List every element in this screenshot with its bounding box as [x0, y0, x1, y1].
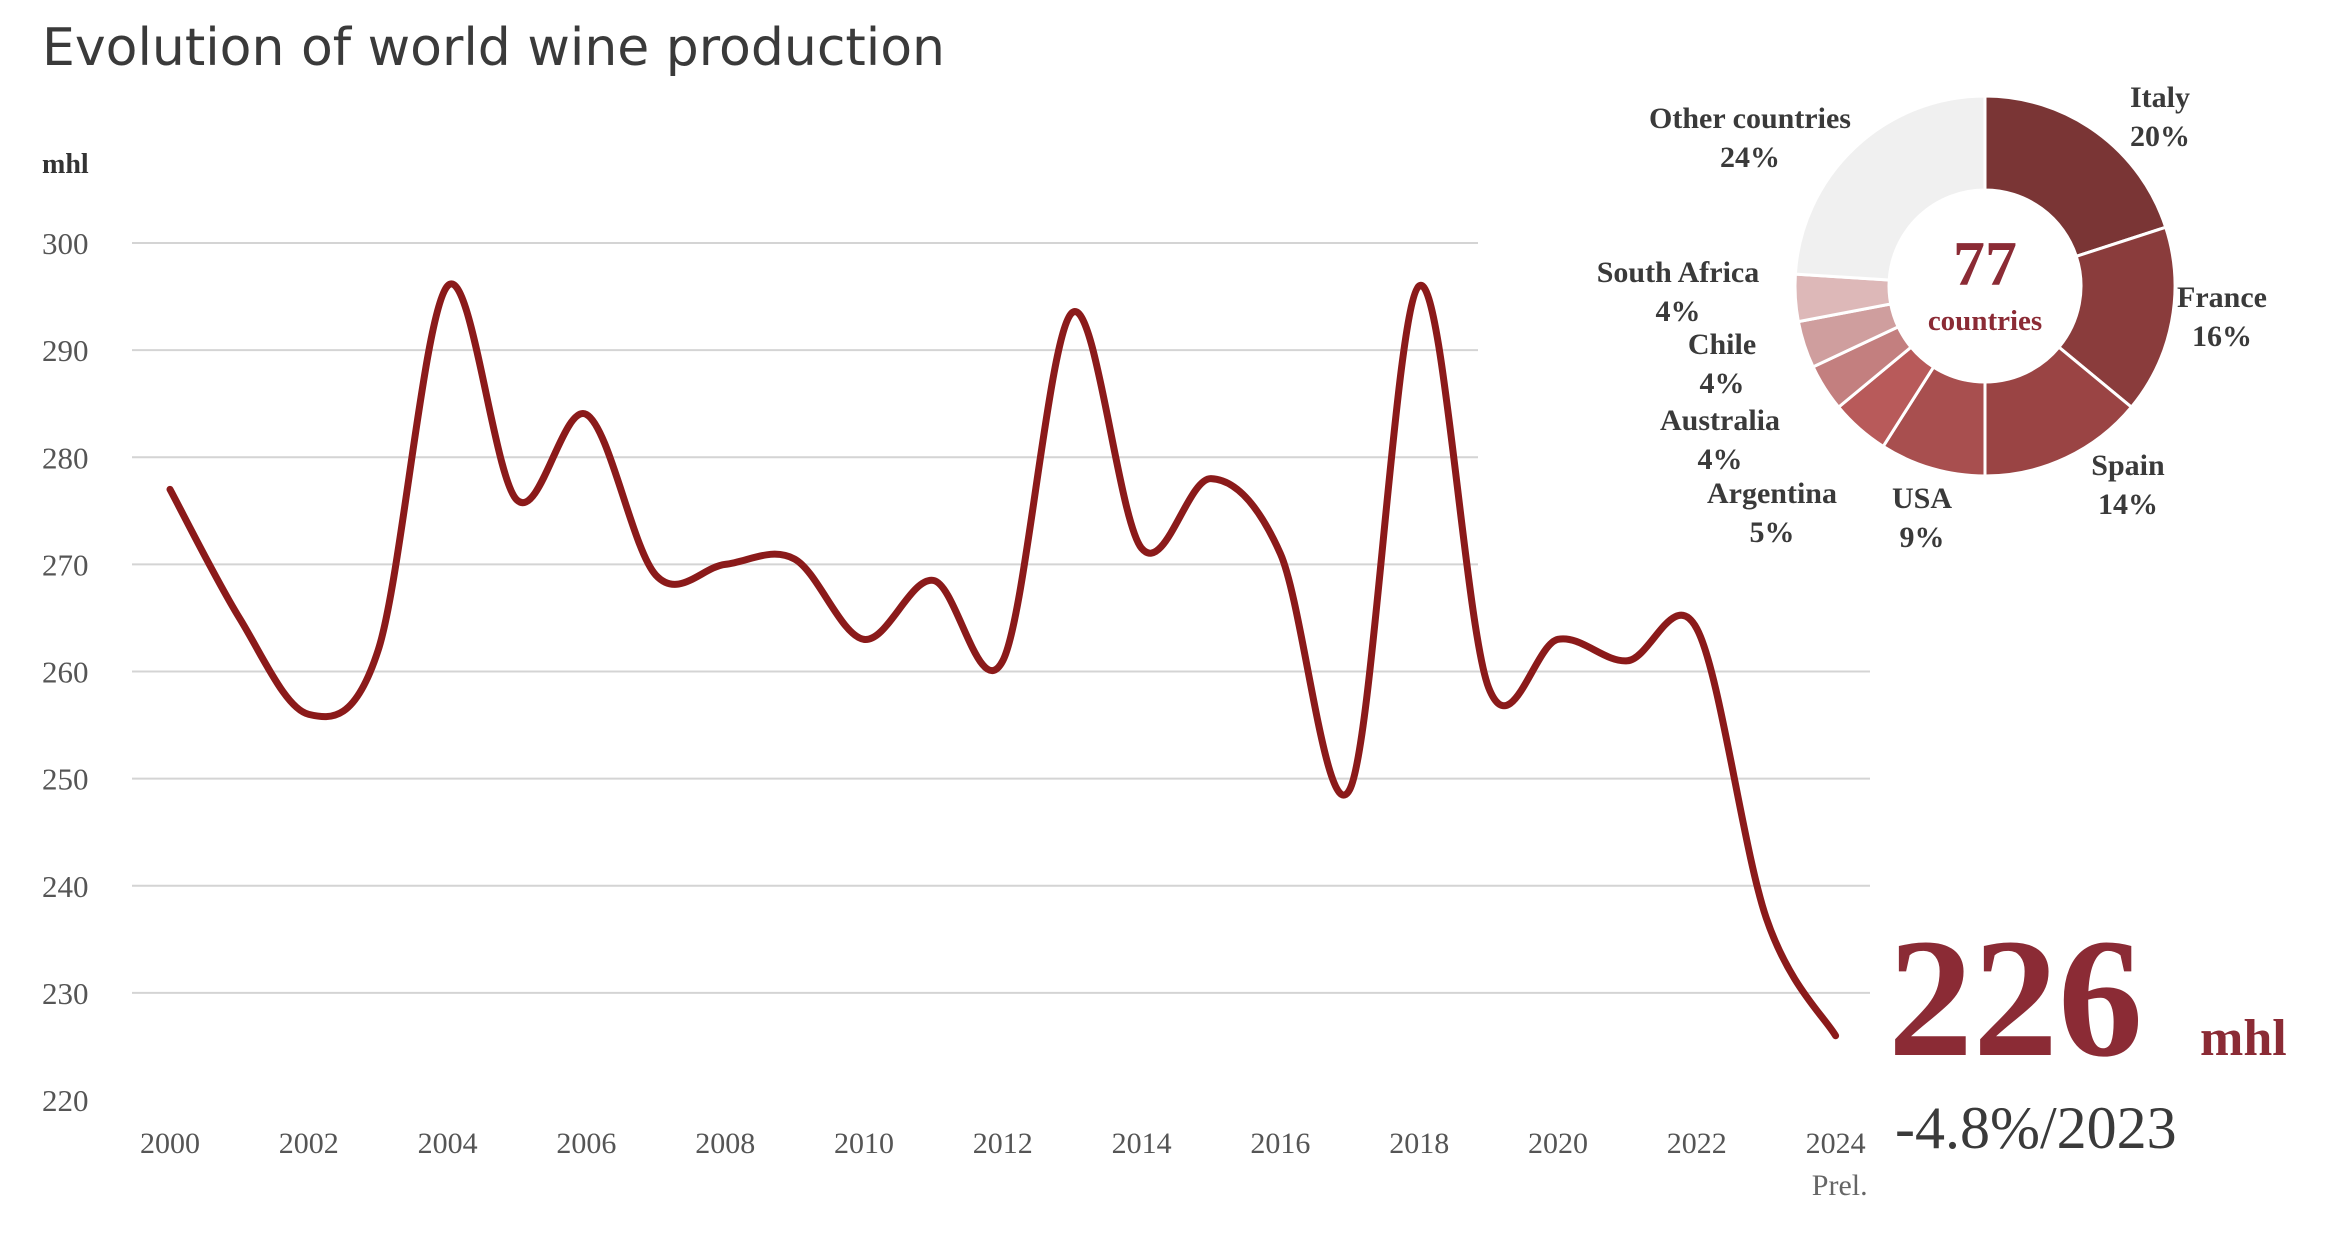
x-axis-ticks: 2000 2002 2004 2006 2008 2010 2012 2014 2016 2018… — [140, 1127, 1868, 1202]
donut-label-usa: USA — [1892, 482, 1952, 515]
y-tick-label: 250 — [42, 762, 89, 797]
donut-value-chile: 4% — [1700, 367, 1745, 400]
donut-label-france: France — [2177, 281, 2267, 314]
x-tick-label: 2004 — [418, 1127, 478, 1160]
y-tick-label: 240 — [42, 869, 89, 904]
donut-value-italy: 20% — [2130, 120, 2190, 153]
x-tick-label: 2010 — [834, 1127, 894, 1160]
donut-label-south-africa: South Africa — [1597, 256, 1760, 289]
donut-value-spain: 14% — [2098, 488, 2158, 521]
donut-value-other-countries: 24% — [1720, 141, 1780, 174]
callout-change: -4.8%/2023 — [1895, 1095, 2177, 1161]
y-tick-label: 280 — [42, 440, 89, 475]
donut-value-south-africa: 4% — [1656, 295, 1701, 328]
donut-label-argentina: Argentina — [1707, 477, 1837, 510]
donut-label-italy: Italy — [2130, 81, 2190, 114]
donut-label-other-countries: Other countries — [1649, 102, 1851, 135]
donut-label-spain: Spain — [2091, 449, 2165, 482]
x-tick-label: 2000 — [140, 1127, 200, 1160]
donut-chart — [1793, 94, 2177, 478]
donut-slice-other-countries — [1793, 94, 1987, 282]
donut-value-usa: 9% — [1900, 521, 1945, 554]
line-series — [166, 280, 1840, 1040]
y-axis-unit-label: mhl — [42, 149, 89, 180]
x-tick-label: 2020 — [1528, 1127, 1588, 1160]
x-tick-label: 2014 — [1112, 1127, 1172, 1160]
donut-slice-france — [2056, 225, 2177, 410]
callout-value: 226 — [1888, 904, 2143, 1092]
x-tick-sublabel: Prel. — [1812, 1169, 1868, 1202]
donut-center-label: countries — [1928, 305, 2042, 337]
y-tick-label: 260 — [42, 655, 89, 690]
y-tick-label: 270 — [42, 547, 89, 582]
donut-value-argentina: 5% — [1750, 516, 1795, 549]
series-line — [166, 280, 1840, 1040]
donut-label-chile: Chile — [1688, 328, 1756, 361]
y-tick-label: 290 — [42, 333, 89, 368]
y-tick-label: 230 — [42, 976, 89, 1011]
x-tick-label: 2024 — [1806, 1127, 1866, 1160]
x-tick-label: 2002 — [279, 1127, 339, 1160]
x-tick-label: 2008 — [695, 1127, 755, 1160]
y-axis-ticks: 300 290 280 270 260 250 240 230 220 — [42, 226, 89, 1118]
chart-title: Evolution of world wine production — [42, 18, 945, 78]
x-tick-label: 2022 — [1667, 1127, 1727, 1160]
donut-value-france: 16% — [2192, 320, 2252, 353]
x-tick-label: 2018 — [1389, 1127, 1449, 1160]
y-tick-label: 300 — [42, 226, 89, 261]
x-tick-label: 2012 — [973, 1127, 1033, 1160]
y-tick-label: 220 — [42, 1083, 89, 1118]
gridlines — [132, 242, 1870, 994]
donut-label-australia: Australia — [1660, 404, 1780, 437]
donut-center-value: 77 — [1953, 228, 2017, 299]
donut-value-australia: 4% — [1698, 443, 1743, 476]
x-tick-label: 2016 — [1250, 1127, 1310, 1160]
donut-slice-italy — [1983, 94, 2168, 259]
callout-unit: mhl — [2200, 1010, 2287, 1067]
x-tick-label: 2006 — [556, 1127, 616, 1160]
donut-labels: Italy 20% France 16% Spain 14% USA 9% Argentina 5… — [1597, 81, 2267, 554]
